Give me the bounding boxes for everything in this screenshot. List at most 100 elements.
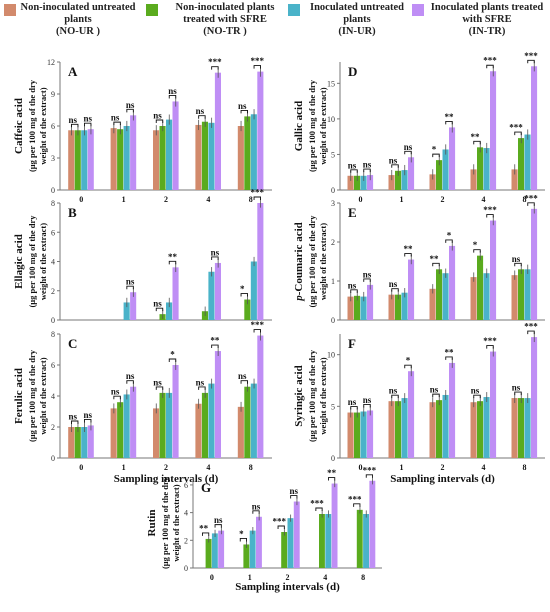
significance-bracket: [126, 285, 134, 290]
y-tick-label: 6: [51, 122, 55, 131]
bar-no-tr: [244, 299, 251, 320]
bar-in-tr: [293, 501, 300, 568]
bar-no-tr: [354, 412, 361, 458]
significance-bracket: [155, 386, 164, 390]
significance-bracket: [211, 344, 219, 349]
y-axis-title-italic: p: [293, 295, 305, 302]
bar-in-ur: [208, 271, 215, 320]
significance-label: ***: [524, 322, 538, 332]
significance-bracket: [514, 391, 522, 396]
significance-bracket: [363, 168, 371, 173]
significance-label: ns: [238, 101, 247, 111]
y-axis-title: Caffeic acid: [13, 98, 25, 154]
bar-in-tr: [449, 245, 456, 320]
significance-bracket: [252, 510, 260, 514]
significance-label: ns: [363, 160, 372, 170]
significance-label: ns: [238, 371, 247, 381]
bar-no-ur: [237, 406, 244, 458]
panel-g: 0 2 4 6 G Rutin (µg per 100 mg of the dry weigh…: [146, 465, 382, 593]
x-tick-label: 4: [206, 195, 210, 204]
bar-no-ur: [470, 277, 477, 320]
bar-no-ur: [511, 275, 518, 320]
significance-label: **: [445, 347, 455, 357]
bar-in-ur: [166, 302, 173, 320]
bar-in-ur: [325, 514, 332, 568]
y-tick-label: 2: [51, 423, 55, 432]
bar-no-ur: [511, 398, 518, 458]
significance-bracket: [350, 169, 358, 173]
bar-no-tr: [159, 126, 166, 190]
significance-label: ns: [126, 100, 135, 110]
bar-in-tr: [257, 71, 264, 190]
bar-no-ur: [237, 126, 244, 190]
significance-bracket: [527, 202, 535, 206]
x-tick-label: 8: [249, 463, 253, 472]
bar-no-ur: [68, 130, 75, 190]
bar-in-ur: [360, 175, 367, 190]
bar-no-tr: [436, 160, 443, 190]
y-axis-title: p-Coumaric acid: [293, 222, 305, 302]
significance-label: **: [199, 523, 209, 533]
significance-bracket: [445, 120, 453, 125]
x-tick-label: 0: [359, 463, 363, 472]
significance-label: ns: [211, 247, 220, 257]
y-tick-label: 5: [331, 150, 335, 159]
y-axis-unit: weight of the extract): [171, 484, 181, 561]
significance-label: ***: [208, 57, 222, 67]
bar-no-ur: [388, 175, 395, 190]
significance-label: ns: [348, 280, 357, 290]
significance-bracket: [113, 395, 121, 400]
significance-bracket: [168, 358, 177, 362]
significance-bracket: [391, 394, 399, 399]
x-tick-label: 0: [210, 573, 214, 582]
bar-in-ur: [442, 394, 449, 458]
x-tick-label: 8: [361, 573, 365, 582]
bar-no-tr: [518, 138, 525, 190]
bar-no-ur: [347, 412, 354, 458]
bar-no-tr: [205, 538, 212, 568]
x-tick-label: 0: [359, 195, 363, 204]
significance-label: ns: [196, 377, 205, 387]
significance-bracket: [363, 278, 371, 282]
significance-label: ***: [483, 336, 497, 346]
bar-no-tr: [395, 401, 402, 458]
y-axis-unit: weight of the extract): [38, 87, 48, 164]
bar-in-ur: [524, 134, 531, 190]
significance-label: ns: [348, 160, 357, 170]
bar-in-tr: [531, 208, 538, 320]
significance-bracket: [126, 108, 134, 113]
legend-entry-2: Non-inoculated plants treated with SFRE(…: [160, 2, 290, 38]
y-tick-label: 0: [51, 186, 55, 195]
significance-bracket: [363, 404, 371, 408]
bar-in-tr: [172, 101, 179, 190]
bar-in-ur: [483, 148, 490, 190]
significance-bracket: [391, 288, 399, 292]
significance-label: **: [168, 252, 178, 262]
significance-bracket: [84, 122, 92, 127]
bar-in-tr: [531, 337, 538, 458]
x-tick-label: 4: [482, 463, 486, 472]
bar-in-tr: [408, 371, 415, 458]
significance-label: ns: [168, 86, 177, 96]
significance-label: ns: [363, 395, 372, 405]
bar-in-tr: [531, 66, 538, 190]
significance-bracket: [71, 420, 79, 424]
y-axis-unit: (µg per 100 mg of the dry: [307, 349, 317, 442]
y-tick-label: 15: [327, 79, 335, 88]
y-tick-label: 3: [331, 199, 335, 208]
bar-in-ur: [401, 398, 408, 458]
y-tick-label: 6: [51, 228, 55, 237]
significance-label: ns: [153, 299, 162, 309]
legend-sub: (NO-UR ): [55, 26, 101, 37]
significance-bracket: [155, 119, 164, 123]
y-tick-label: 2: [184, 536, 188, 545]
y-tick-label: 3: [51, 154, 55, 163]
significance-label: *: [406, 356, 411, 366]
y-tick-label: 2: [331, 238, 335, 247]
significance-label: ns: [153, 111, 162, 121]
x-tick-label: 0: [79, 463, 83, 472]
y-axis-unit: (µg per 100 mg of the dry: [27, 79, 37, 172]
significance-bracket: [253, 329, 261, 333]
significance-label: **: [404, 244, 414, 254]
